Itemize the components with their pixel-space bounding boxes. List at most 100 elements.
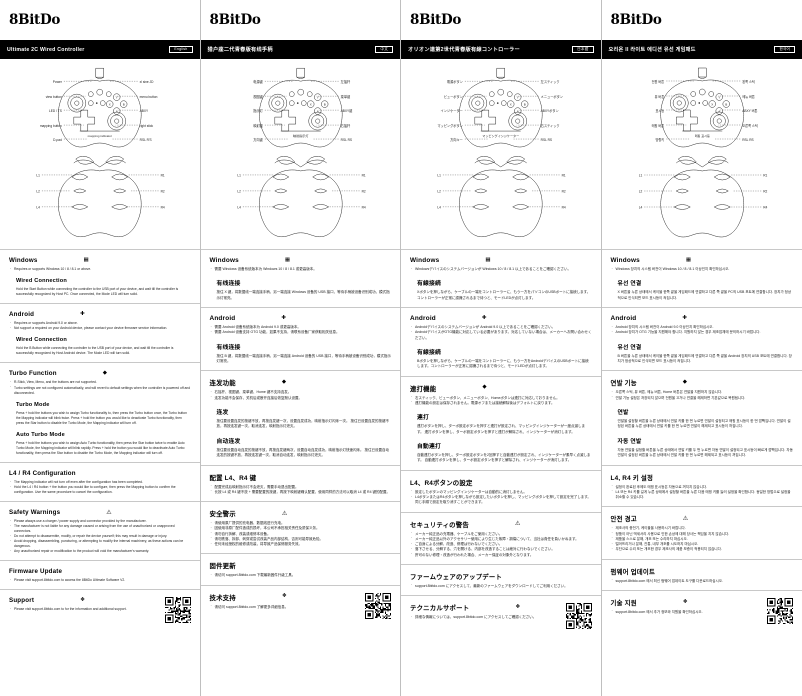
subsection-text: 按住 B 键，将数据线一端连接手柄，另一端连接 Android 设备的 USB … <box>216 353 391 364</box>
brand-logo: 8BitDo <box>209 12 261 28</box>
list-item: Please visit support.8bitdo.com to acces… <box>9 578 191 583</box>
diagram-label-shoulder: R4 <box>763 206 767 210</box>
diagram-label-left: インジケーター <box>441 108 463 113</box>
subsection-text: 按住要设置自动连发的按键不放，再按连发键两次，设置自动连发成功，映射指示灯快速闪… <box>216 447 389 458</box>
qr-code[interactable] <box>365 592 391 619</box>
page-title: 오리온 II 라이트 에디션 유선 게임패드 <box>608 47 696 53</box>
diagram-label-shoulder: L2 <box>36 189 40 193</box>
section-android: Android ✚ Requires or supports Android 9… <box>0 303 200 362</box>
section-safety-warnings: Safety Warnings ⚠ Please always use a ch… <box>0 501 200 560</box>
qr-code[interactable] <box>164 597 191 624</box>
bullet-list: 需要 Android 设备系统版本为 Android 9.0 或更高版本。需要 … <box>210 325 392 336</box>
diagram-label-left: 뷰 버튼 <box>654 94 664 99</box>
windows-icon: ▦ <box>284 256 290 263</box>
list-item: Please always use a charger / power supp… <box>9 519 191 524</box>
list-item: support.8bitdo.com にアクセスして、最新のファームウェアをダウ… <box>410 583 592 589</box>
turbo-icon: ◆ <box>682 379 687 386</box>
list-item: 설정이 완료된 후에도 매핑 표시등은 자동으로 꺼지지 않습니다. <box>611 484 794 490</box>
section--: セキュリティの警告 ⚠ メーカー純正品の充電器、ケーブルをご使用ください。メーカ… <box>401 511 601 564</box>
brand-logo: 8BitDo <box>410 12 462 28</box>
diagram-label-left: 電源ボタン <box>447 79 463 84</box>
list-item: メーカー純正品以外のアクセサリー使用により生じた故障・損傷について、当社は責任を… <box>410 536 592 542</box>
list-item: Turbo settings are not configured automa… <box>9 385 191 396</box>
diagram-label-right: menu button <box>140 95 158 99</box>
support-icon: ❖ <box>80 597 85 604</box>
diagram-label-shoulder: L1 <box>36 173 40 177</box>
bullet-list: support.8bitdo.com 에서 최신 펌웨어 업데이트 도구를 다운… <box>611 578 794 584</box>
diagram-label-right: ABXYボタン <box>541 108 559 113</box>
section--: 安全警示 ⚠ 请使用原厂提供的充电器、数据线进行充电。因使用非原厂配件造成的损坏… <box>200 501 400 553</box>
diagram-label-left: 方向キー <box>450 137 463 142</box>
svg-text:A: A <box>718 109 720 113</box>
list-item: Not support a required on your Android d… <box>9 326 191 331</box>
sections-container: Windows ▦ 需要 Windows 设备系统版本为 Windows 10 … <box>200 249 400 696</box>
bullet-list: 需要 Windows 设备系统版本为 Windows 10 / 8 / 8.1 … <box>210 266 392 272</box>
bullet-list: Requires or supports Android 9.0 or abov… <box>9 321 191 331</box>
diagram-label-shoulder: L1 <box>638 174 642 178</box>
diagram-label-right: 左摇杆 <box>340 79 350 84</box>
diagram-label-left: view button <box>46 95 62 99</box>
sections-container: Windows ▦ Windows 장치의 시스템 버전이 Windows 10… <box>601 249 802 696</box>
section-heading: Windows <box>209 257 239 264</box>
subsection-text: Hold the B Button while connecting the c… <box>16 346 174 356</box>
section-turbo-function: Turbo Function ◆ R-Stick, View, Menu, an… <box>0 362 200 462</box>
diagram-label-shoulder: R1 <box>161 173 165 177</box>
bullet-list: Androidデバイスのシステムバージョンが Android 9.0 以上である… <box>410 325 592 341</box>
section-heading: 安全警示 <box>209 511 236 519</box>
list-item: The manufacturer is not liable for any d… <box>9 524 191 534</box>
page-title: オリオン達第2世代青春版有線コントローラー <box>408 47 520 53</box>
diagram-label-left: 方向键 <box>253 137 263 142</box>
svg-text:X: X <box>309 102 311 106</box>
svg-text:Y: Y <box>316 95 318 99</box>
language-badge[interactable]: English <box>169 45 193 54</box>
diagram-label-shoulder: L4 <box>237 205 241 209</box>
bullet-list: 请访问 support.8bitdo.com 了解更多详细信息。 <box>210 604 360 610</box>
windows-icon: ▦ <box>485 256 491 263</box>
subsection-heading: 有线连接 <box>216 281 241 288</box>
section-heading: Android <box>610 315 637 323</box>
section-heading: L4 / R4 Configuration <box>9 470 76 478</box>
diagram-label-right: RSL R'S <box>140 138 152 142</box>
diagram-label-shoulder: R2 <box>161 189 165 193</box>
bullet-list: Android 장치의 시스템 버전이 Android 9.0 이상인지 확인하… <box>611 325 794 336</box>
language-badge[interactable]: 日本語 <box>572 45 594 54</box>
support-icon: ❖ <box>281 593 287 600</box>
section-heading: L4、R4ボタンの設定 <box>410 479 473 487</box>
subsection-heading: 自動連打 <box>417 444 441 451</box>
qr-code[interactable] <box>565 603 592 630</box>
diagram-label-shoulder: L1 <box>437 173 441 177</box>
bullet-list: 请访问 support.8bitdo.com 下载最新固件升级工具。 <box>210 573 392 579</box>
subsection-text: 按住 X 键，将数据线一端连接手柄，另一端连接 Windows 设备的 USB … <box>216 290 390 300</box>
language-badge[interactable]: 한국어 <box>774 45 795 54</box>
diagram-label-right: RSL RS <box>742 138 753 142</box>
list-item: Requires or supports Windows 10 / 8 / 8.… <box>9 266 191 272</box>
diagram-label-center: 映射指示灯 <box>293 133 308 138</box>
bullet-list: 詳細な情報については、support.8bitdo.com にアクセスしてご確認… <box>410 615 560 621</box>
language-badge[interactable]: 中文 <box>375 45 393 54</box>
list-item: 落下させる、分解する、穴を開ける、内部を改造することは絶対に行わないでください。 <box>410 547 592 553</box>
subsection-heading: 자동 연발 <box>617 438 642 445</box>
section--: 기술 지원 ❖ support.8bitdo.com 에서 추가 정보와 지원을… <box>601 589 802 630</box>
diagram-label-left: 电源键 <box>253 79 263 84</box>
svg-text:B: B <box>323 102 325 106</box>
bullet-list: 请使用原厂提供的充电器、数据线进行充电。因使用非原厂配件造成的损坏，本公司不承担… <box>210 521 392 548</box>
diagram-label-shoulder: R4 <box>161 205 165 209</box>
subsection-heading: Turbo Mode <box>16 401 50 408</box>
section-heading: Windows <box>410 257 440 264</box>
diagram-label-left: 표시등 <box>655 109 664 113</box>
bullet-list: 配置完成后映射指示灯不会熄灭，需要手动退出配置。长按 L4 或 R4 键不放 +… <box>210 484 392 496</box>
section-heading: Android <box>209 315 236 323</box>
section-heading: テクニカルサポート <box>410 605 470 613</box>
bullet-list: Please visit support.8bitdo.com to acces… <box>9 578 191 583</box>
controller-diagram: Y X B A 매핑 표시등 전원 버튼 뷰 버튼 표시등 매핑 버튼 방향키 … <box>602 59 802 249</box>
controller-diagram: Y X B A 映射指示灯 电源键 视图键 指示灯 映射键 方向键 左摇杆 <box>201 59 401 249</box>
section-windows: Windows ▦ Requires or supports Windows 1… <box>0 249 200 303</box>
language-column-japanese: 8BitDo オリオン達第2世代青春版有線コントローラー 日本語 Y X B A… <box>401 0 602 696</box>
qr-code[interactable] <box>767 597 793 624</box>
list-item: 连发功能不会保存，关机后或断开连接后恢复默认设置。 <box>210 395 392 401</box>
bullet-list: Please visit support.8bitdo.com to for t… <box>9 607 159 612</box>
section-heading: セキュリティの警告 <box>410 521 469 529</box>
list-item: Androidデバイスのシステムバージョンが Android 9.0 以上である… <box>410 325 592 331</box>
controller-diagram: Y X B A マッピングインジケーター 電源ボタン ビューボタン インジケータ… <box>401 59 601 249</box>
